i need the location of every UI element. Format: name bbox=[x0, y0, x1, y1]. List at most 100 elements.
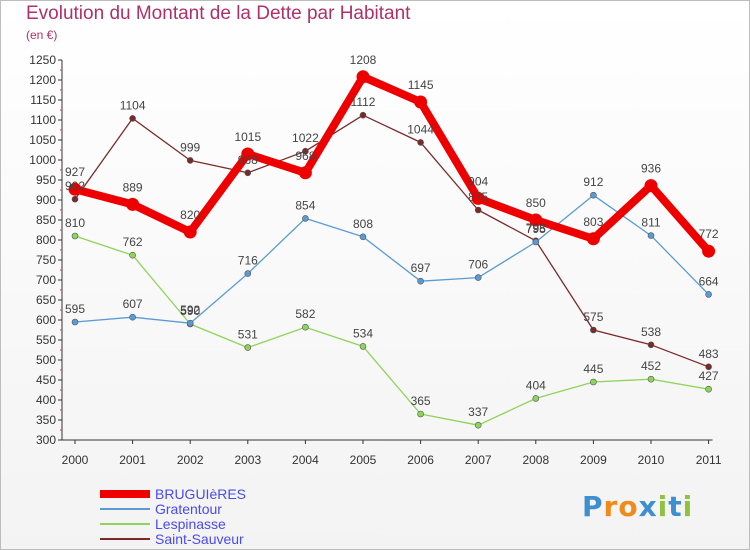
y-tick-label: 1100 bbox=[30, 113, 56, 127]
data-point-lespinasse bbox=[474, 421, 482, 429]
data-label-gratentour: 664 bbox=[699, 274, 719, 288]
data-label-lespinasse: 762 bbox=[123, 235, 143, 249]
y-tick-label: 600 bbox=[36, 313, 56, 327]
data-label-brugui-res: 936 bbox=[641, 162, 661, 176]
y-tick-label: 950 bbox=[36, 173, 56, 187]
data-label-brugui-res: 803 bbox=[583, 215, 603, 229]
data-label-lespinasse: 590 bbox=[180, 304, 200, 318]
data-point-lespinasse bbox=[590, 378, 597, 386]
data-label-saint-sauveur: 875 bbox=[468, 190, 488, 204]
data-label-lespinasse: 582 bbox=[295, 307, 315, 321]
axes: 300 350 400 450 500 550 600 650 700 750 800 850 900 9… bbox=[29, 53, 722, 467]
y-tick-label: 1150 bbox=[30, 93, 56, 107]
logo-letter: i bbox=[682, 490, 694, 523]
x-tick-label: 2003 bbox=[234, 453, 261, 467]
data-point-lespinasse bbox=[532, 395, 540, 402]
logo-letter: x bbox=[638, 490, 658, 523]
y-tick-label: 300 bbox=[36, 433, 56, 447]
data-point-saint-sauveur bbox=[647, 341, 655, 349]
y-tick-label: 650 bbox=[36, 293, 56, 307]
data-point-brugui-res bbox=[241, 147, 255, 161]
data-point-gratentour bbox=[417, 277, 424, 285]
legend: BRUGUIèRESGratentourLespinasseSaint-Sauv… bbox=[100, 486, 246, 547]
data-point-gratentour bbox=[705, 291, 712, 298]
data-label-brugui-res: 889 bbox=[123, 180, 143, 194]
x-tick-label: 2009 bbox=[580, 453, 607, 467]
legend-label-saint-sauveur: Saint-Sauveur bbox=[155, 531, 244, 547]
legend-label-lespinasse: Lespinasse bbox=[155, 516, 226, 532]
data-label-brugui-res: 927 bbox=[65, 165, 85, 179]
data-label-saint-sauveur: 1022 bbox=[292, 131, 319, 145]
data-point-gratentour bbox=[302, 215, 309, 222]
data-point-saint-sauveur bbox=[417, 139, 424, 146]
data-label-gratentour: 697 bbox=[411, 261, 431, 275]
logo-letter: r bbox=[603, 490, 619, 523]
data-label-lespinasse: 534 bbox=[353, 326, 373, 340]
logo-letter: P bbox=[582, 490, 604, 523]
data-labels: 902 1104 999 968 1022 1112 1044 875 798 575 538 483… bbox=[65, 53, 719, 419]
data-point-lespinasse bbox=[302, 323, 309, 331]
y-tick-label: 1200 bbox=[29, 73, 56, 87]
data-label-lespinasse: 531 bbox=[238, 328, 258, 342]
data-point-lespinasse bbox=[417, 410, 424, 418]
data-label-gratentour: 808 bbox=[353, 217, 373, 231]
data-point-brugui-res bbox=[183, 225, 197, 239]
data-point-saint-sauveur bbox=[474, 206, 482, 214]
y-tick-label: 1250 bbox=[29, 53, 56, 67]
data-point-gratentour bbox=[186, 319, 194, 327]
series-line-gratentour bbox=[74, 194, 710, 324]
data-point-saint-sauveur bbox=[705, 363, 712, 371]
data-label-saint-sauveur: 798 bbox=[526, 221, 546, 235]
data-point-gratentour bbox=[244, 270, 252, 277]
data-point-gratentour bbox=[474, 274, 482, 281]
legend-label-brugui-res: BRUGUIèRES bbox=[155, 486, 246, 502]
data-point-brugui-res bbox=[586, 232, 600, 246]
data-label-lespinasse: 445 bbox=[583, 362, 603, 376]
data-point-saint-sauveur bbox=[186, 157, 194, 164]
data-label-gratentour: 912 bbox=[583, 175, 603, 189]
data-label-brugui-res: 820 bbox=[180, 208, 200, 222]
data-point-lespinasse bbox=[129, 251, 136, 259]
data-label-saint-sauveur: 483 bbox=[699, 347, 719, 361]
x-tick-label: 2002 bbox=[177, 453, 204, 467]
data-point-brugui-res bbox=[126, 197, 140, 211]
data-point-lespinasse bbox=[244, 344, 252, 351]
x-tick-label: 2007 bbox=[465, 453, 492, 467]
y-tick-label: 850 bbox=[36, 213, 56, 227]
y-tick-label: 750 bbox=[36, 253, 56, 267]
data-label-saint-sauveur: 1044 bbox=[407, 122, 434, 136]
data-point-lespinasse bbox=[359, 343, 367, 350]
data-label-brugui-res: 1145 bbox=[408, 78, 434, 92]
data-label-brugui-res: 772 bbox=[699, 227, 719, 241]
chart-unit-label: (en €) bbox=[26, 28, 58, 42]
data-label-gratentour: 854 bbox=[295, 198, 315, 212]
data-point-gratentour bbox=[71, 318, 79, 326]
x-tick-label: 2006 bbox=[407, 453, 434, 467]
logo-letter: i bbox=[657, 490, 669, 523]
logo-letter: t bbox=[668, 490, 683, 523]
x-tick-label: 2004 bbox=[292, 453, 319, 467]
data-label-brugui-res: 968 bbox=[295, 149, 315, 163]
data-point-brugui-res bbox=[414, 95, 428, 109]
x-tick-label: 2010 bbox=[638, 453, 665, 467]
data-label-lespinasse: 452 bbox=[641, 359, 661, 373]
y-tick-label: 500 bbox=[36, 353, 56, 367]
data-label-saint-sauveur: 902 bbox=[65, 179, 85, 193]
y-tick-label: 900 bbox=[36, 193, 56, 207]
x-tick-label: 2000 bbox=[62, 453, 89, 467]
y-tick-label: 1000 bbox=[29, 153, 56, 167]
legend-label-gratentour: Gratentour bbox=[155, 501, 222, 517]
data-label-lespinasse: 427 bbox=[699, 369, 719, 383]
data-label-brugui-res: 1015 bbox=[234, 130, 261, 144]
data-label-gratentour: 716 bbox=[238, 254, 258, 268]
data-label-lespinasse: 337 bbox=[468, 405, 488, 419]
data-point-gratentour bbox=[532, 238, 540, 246]
data-point-saint-sauveur bbox=[129, 115, 136, 122]
data-point-gratentour bbox=[129, 313, 136, 321]
data-point-saint-sauveur bbox=[71, 195, 79, 203]
data-point-gratentour bbox=[647, 232, 655, 239]
y-tick-label: 550 bbox=[36, 333, 56, 347]
data-label-saint-sauveur: 1112 bbox=[351, 95, 376, 109]
y-tick-label: 1050 bbox=[29, 133, 56, 147]
